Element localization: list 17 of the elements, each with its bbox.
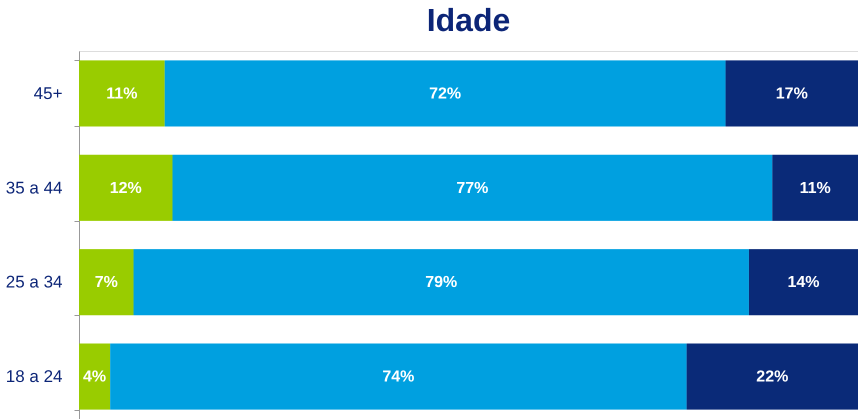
y-tick-label: 45+ [34, 84, 63, 103]
y-tick-label: 25 a 34 [6, 272, 62, 292]
data-label: 7% [94, 274, 118, 292]
data-label: 11% [800, 180, 831, 197]
data-label: 77% [456, 180, 488, 197]
data-label: 11% [106, 85, 138, 102]
data-label: 17% [776, 85, 808, 102]
chart-title: Idade [426, 2, 510, 38]
data-label: 22% [756, 368, 788, 386]
y-tick-label: 35 a 44 [6, 178, 62, 198]
data-label: 79% [425, 274, 458, 292]
data-label: 14% [787, 274, 820, 292]
data-label: 4% [83, 368, 106, 386]
data-label: 74% [382, 368, 414, 386]
data-label: 72% [429, 85, 462, 102]
data-label: 12% [110, 180, 142, 197]
y-tick-label: 18 a 24 [6, 367, 62, 386]
